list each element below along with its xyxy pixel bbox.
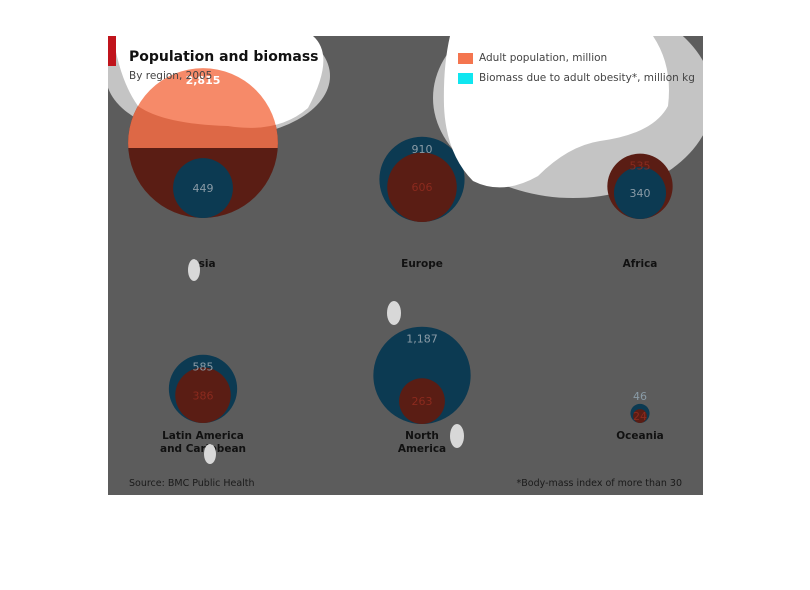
population-value-label-asia: 2,815 [186,74,221,87]
legend-label-population: Adult population, million [479,52,608,64]
biomass-value-label-latin-america-and-caribbean: 585 [193,361,214,374]
region-label-latin-america-and-caribbean-line-2: and Caribbean [160,443,246,455]
chart-subtitle: By region, 2005 [129,70,213,82]
population-bubble-latin-america-and-caribbean [175,367,231,423]
population-value-label-latin-america-and-caribbean: 386 [193,389,214,402]
population-value-label-europe: 606 [412,181,433,194]
highlight-blob-right [443,36,669,188]
accent-tab [108,36,116,66]
legend-swatch-biomass [458,72,473,84]
population-value-label-oceania: 24 [633,410,647,423]
population-bubble-north-america [399,378,445,424]
biomass-bubble-africa [613,166,667,219]
population-value-label-north-america: 263 [412,395,433,408]
source-note: Source: BMC Public Health [129,478,255,489]
population-bubble-europe [387,152,457,222]
region-label-north-america-line-2: America [398,443,446,455]
biomass-value-label-africa: 340 [630,187,651,200]
biomass-bubble-asia [173,158,233,218]
decorative-oval-4 [204,444,216,464]
population-bubble-oceania [633,409,647,423]
decorative-oval-1 [188,259,200,281]
biomass-value-label-asia: 449 [193,182,214,195]
biomass-value-label-oceania: 46 [633,390,647,403]
biomass-value-label-europe: 910 [412,143,433,156]
population-value-label-africa: 535 [630,160,651,173]
chart-title: Population and biomass [129,49,319,65]
decorative-oval-2 [387,301,401,325]
region-label-latin-america-and-caribbean: Latin America [162,430,244,442]
region-label-europe: Europe [401,258,443,270]
legend-item-population: Adult population, million [458,48,695,68]
legend-swatch-population [458,52,473,64]
chart-panel: 449 2,815 Asia 606 910 Europe 340 535 Africa 386 5… [108,36,703,495]
legend: Adult population, million Biomass due to… [458,48,695,88]
region-label-north-america: North [405,430,439,442]
region-label-africa: Africa [623,258,658,270]
bubble-chart: 4492,815Asia606910Europe340535Africa3865… [108,36,703,464]
decorative-oval-3 [450,424,464,448]
legend-item-biomass: Biomass due to adult obesity*, million k… [458,68,695,88]
footnote: *Body-mass index of more than 30 [516,478,683,489]
region-label-oceania: Oceania [616,430,664,442]
biomass-bubble-north-america [373,326,471,424]
biomass-value-label-north-america: 1,187 [406,333,438,346]
legend-label-biomass: Biomass due to adult obesity*, million k… [479,72,695,84]
